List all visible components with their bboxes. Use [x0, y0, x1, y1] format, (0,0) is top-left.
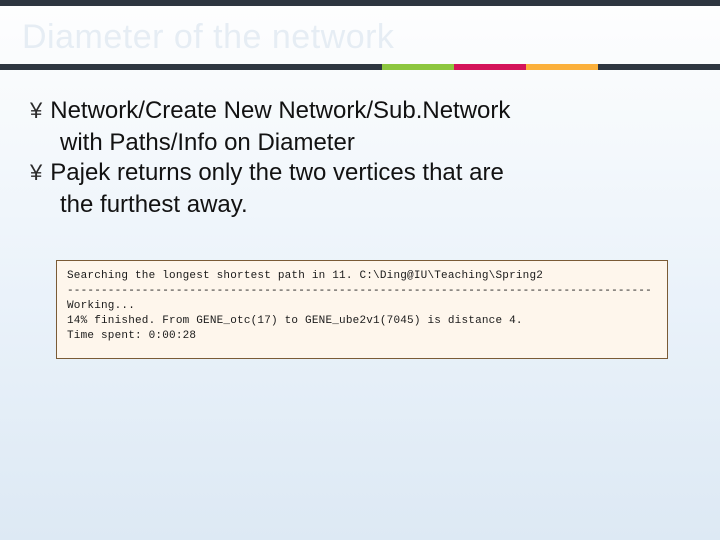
- bullet-icon: ¥: [30, 96, 42, 126]
- bullet-list: ¥ Network/Create New Network/Sub.Network…: [30, 96, 690, 220]
- console-line: 14% finished. From GENE_otc(17) to GENE_…: [67, 314, 657, 329]
- header-band: [0, 0, 720, 6]
- accent-bar-3: [526, 64, 598, 70]
- title-underline: [0, 64, 720, 70]
- accent-bar-2: [454, 64, 526, 70]
- console-line: Searching the longest shortest path in 1…: [67, 269, 657, 284]
- bullet-text-cont: with Paths/Info on Diameter: [60, 128, 690, 158]
- bullet-icon: ¥: [30, 158, 42, 188]
- bullet-text: Network/Create New Network/Sub.Network: [50, 96, 510, 126]
- console-dashes: ----------------------------------------…: [67, 284, 657, 299]
- list-item: ¥ Network/Create New Network/Sub.Network: [30, 96, 690, 126]
- console-line: Time spent: 0:00:28: [67, 329, 657, 344]
- slide-title: Diameter of the network: [22, 18, 394, 57]
- bullet-text: Pajek returns only the two vertices that…: [50, 158, 504, 188]
- list-item: ¥ Pajek returns only the two vertices th…: [30, 158, 690, 188]
- accent-bar-1: [382, 64, 454, 70]
- bullet-text-cont: the furthest away.: [60, 190, 690, 220]
- console-output: Searching the longest shortest path in 1…: [56, 260, 668, 359]
- console-line: Working...: [67, 299, 657, 314]
